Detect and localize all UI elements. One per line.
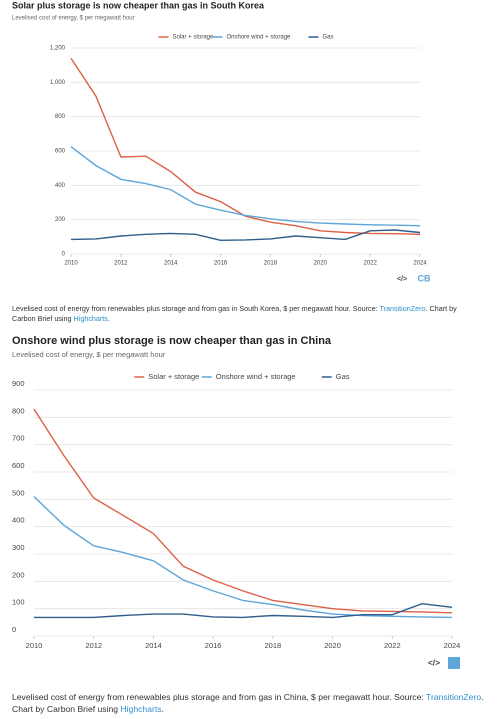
- chart-subtitle: Levelised cost of energy, $ per megawatt…: [12, 350, 166, 359]
- x-tick-label: 2010: [64, 261, 78, 267]
- caption-text: .: [161, 703, 164, 714]
- chart-subtitle: Levelised cost of energy, $ per megawatt…: [12, 16, 135, 22]
- x-tick-label: 2020: [314, 261, 328, 267]
- y-tick-label: 0: [12, 625, 16, 634]
- series-line: [33, 496, 453, 619]
- series-line: [34, 602, 453, 619]
- logo: CB: [418, 273, 431, 283]
- x-tick-label: 2016: [205, 641, 222, 650]
- embed-icon: </>: [428, 657, 440, 667]
- embed-icon: </>: [397, 276, 407, 283]
- y-tick-label: 600: [12, 461, 25, 470]
- caption-link[interactable]: Highcharts: [120, 703, 162, 714]
- y-tick-label: 100: [12, 598, 25, 607]
- legend-label: Solar + storage: [173, 35, 215, 41]
- x-tick-label: 2024: [413, 261, 427, 267]
- y-tick-label: 200: [12, 570, 25, 579]
- logo-box: [448, 657, 460, 669]
- caption-link[interactable]: TransitionZero: [426, 692, 482, 702]
- x-tick-label: 2014: [164, 261, 178, 267]
- y-tick-label: 600: [55, 149, 66, 155]
- series-line: [70, 57, 421, 235]
- x-tick-label: 2012: [85, 641, 102, 650]
- y-tick-label: 0: [62, 252, 66, 258]
- y-tick-label: 800: [55, 114, 66, 120]
- y-tick-label: 900: [12, 379, 25, 388]
- caption: Levelised cost of energy from renewables…: [12, 304, 460, 323]
- chart-title: Solar plus storage is now cheaper than g…: [12, 0, 265, 10]
- legend-label: Onshore wind + storage: [216, 372, 296, 381]
- legend-label: Solar + storage: [148, 372, 199, 381]
- caption-link[interactable]: TransitionZero: [379, 304, 426, 313]
- caption-text: Levelised cost of energy from renewables…: [12, 304, 380, 313]
- y-tick-label: 700: [12, 434, 25, 443]
- legend-label: Gas: [323, 35, 334, 41]
- chart-title: Onshore wind plus storage is now cheaper…: [12, 335, 332, 347]
- x-tick-label: 2018: [265, 641, 282, 650]
- caption-text: . Chart by Carbon Brief using: [12, 304, 457, 323]
- caption-text: Levelised cost of energy from renewables…: [12, 692, 427, 702]
- x-tick-label: 2012: [114, 261, 128, 267]
- x-tick-label: 2020: [324, 641, 341, 650]
- caption-text: . Chart by Carbon Brief using: [12, 692, 484, 714]
- y-tick-label: 1,200: [50, 46, 66, 52]
- legend-label: Gas: [336, 372, 350, 381]
- caption: Levelised cost of energy from renewables…: [12, 692, 492, 715]
- series-line: [70, 229, 421, 242]
- y-tick-label: 400: [55, 183, 66, 189]
- x-tick-label: 2014: [145, 641, 162, 650]
- y-tick-label: 1,000: [50, 80, 66, 86]
- y-tick-label: 400: [12, 516, 25, 525]
- caption-link[interactable]: Highcharts: [73, 313, 108, 323]
- series-line: [33, 408, 453, 614]
- y-tick-label: 300: [12, 543, 25, 552]
- x-tick-label: 2024: [444, 641, 461, 650]
- series-line: [70, 146, 421, 227]
- y-tick-label: 500: [12, 488, 25, 497]
- x-tick-label: 2016: [214, 261, 228, 267]
- legend-label: Onshore wind + storage: [227, 35, 292, 41]
- x-tick-label: 2022: [363, 261, 377, 267]
- x-tick-label: 2022: [384, 641, 401, 650]
- caption-text: .: [107, 313, 110, 323]
- x-tick-label: 2010: [26, 641, 43, 650]
- y-tick-label: 800: [12, 406, 25, 415]
- x-tick-label: 2018: [264, 261, 278, 267]
- y-tick-label: 200: [55, 217, 66, 223]
